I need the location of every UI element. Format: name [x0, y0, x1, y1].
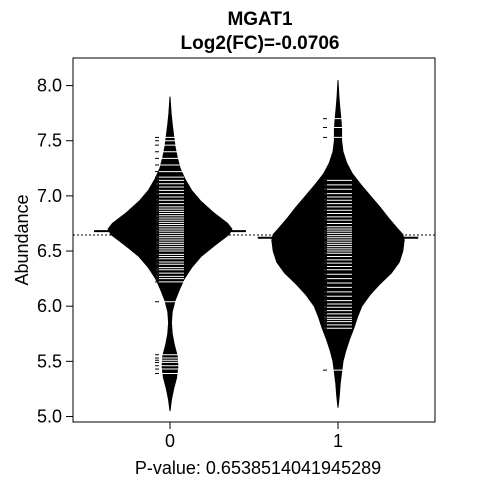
- y-tick-label: 6.5: [37, 241, 62, 261]
- x-tick-label: 1: [333, 431, 343, 451]
- y-tick-label: 7.5: [37, 131, 62, 151]
- y-tick-label: 5.0: [37, 406, 62, 426]
- bean-shape-0: [107, 96, 233, 412]
- y-tick-label: 7.0: [37, 186, 62, 206]
- chart-title: MGAT1: [227, 9, 293, 30]
- chart-subtitle: Log2(FC)=-0.0706: [181, 33, 340, 54]
- x-tick-label: 0: [165, 431, 175, 451]
- y-tick-label: 8.0: [37, 76, 62, 96]
- y-tick-label: 6.0: [37, 296, 62, 316]
- y-tick-label: 5.5: [37, 351, 62, 371]
- bean-shape-1: [271, 80, 405, 408]
- x-axis-label: P-value: 0.6538514041945289: [135, 458, 381, 478]
- y-axis-label: Abundance: [12, 194, 32, 285]
- plot-frame: [72, 57, 436, 423]
- plot-area: [73, 80, 435, 412]
